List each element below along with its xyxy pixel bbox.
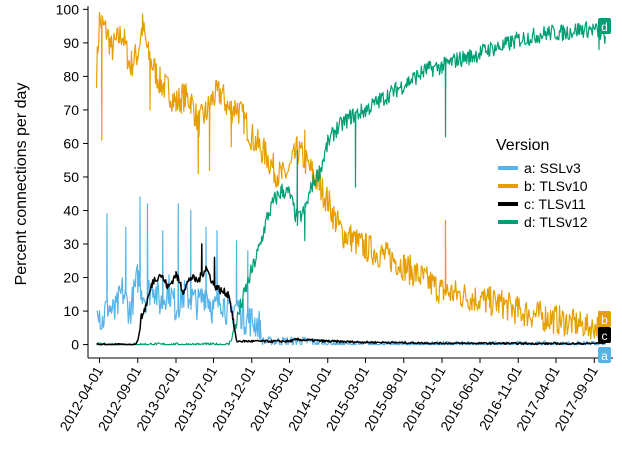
y-tick-label: 70 <box>63 102 79 118</box>
end-label-b: b <box>601 313 608 327</box>
legend-items: a: SSLv3 b: TLSv10 c: TLSv11 d: TLSv12 <box>498 160 588 230</box>
y-tick-label: 0 <box>71 337 79 353</box>
end-labels: a bc d <box>598 18 611 363</box>
y-tick-label: 60 <box>63 135 79 151</box>
series-line-d <box>96 21 606 346</box>
legend-label-b: b: TLSv10 <box>524 178 588 194</box>
end-label-box-a <box>598 347 611 363</box>
y-tick-label: 100 <box>56 1 80 17</box>
y-tick-label: 50 <box>63 169 79 185</box>
y-axis-title: Percent connections per day <box>13 83 30 286</box>
legend-title: Version <box>496 137 549 154</box>
end-label-c: c <box>602 329 608 343</box>
y-tick-label: 30 <box>63 236 79 252</box>
legend: Version a: SSLv3 b: TLSv10 c: TLSv11 d: TLS… <box>496 137 588 230</box>
series-line-c <box>96 243 606 346</box>
end-label-a: a <box>601 349 608 363</box>
end-label-box-d <box>598 18 611 34</box>
legend-label-c: c: TLSv11 <box>524 196 586 212</box>
series-layer <box>95 11 606 346</box>
end-label-box-c <box>598 327 611 343</box>
y-tick-label: 20 <box>63 270 79 286</box>
end-label-d: d <box>601 20 608 34</box>
y-tick-label: 80 <box>63 68 79 84</box>
end-label-box-b <box>598 311 611 327</box>
series-line-b <box>95 11 606 340</box>
legend-label-a: a: SSLv3 <box>524 160 581 176</box>
legend-label-d: d: TLSv12 <box>524 214 588 230</box>
y-tick-label: 40 <box>63 202 79 218</box>
y-tick-label: 90 <box>63 35 79 51</box>
y-tick-label: 10 <box>63 303 79 319</box>
